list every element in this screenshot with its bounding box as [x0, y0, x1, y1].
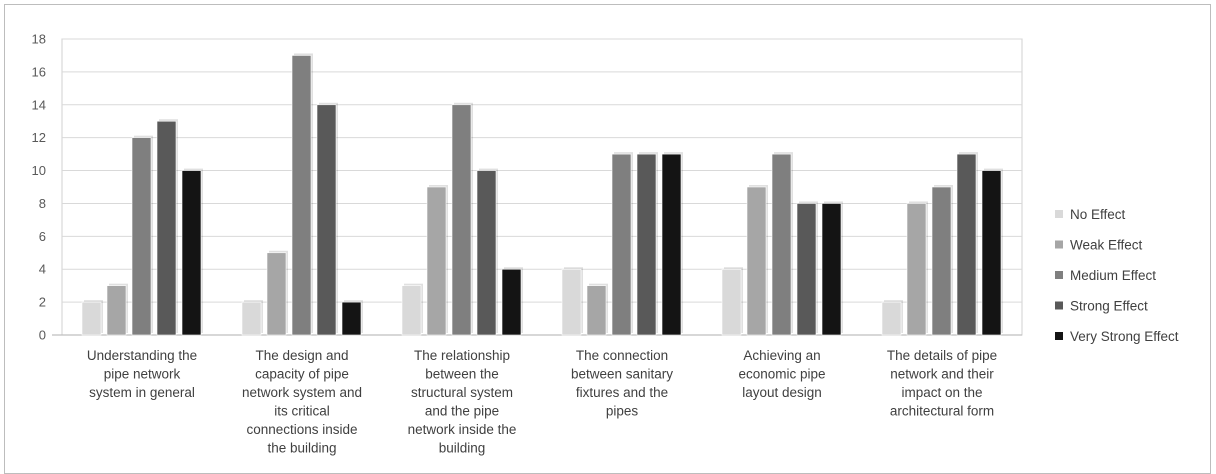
x-tick-label: The details of pipe network and their impa…: [887, 348, 997, 419]
bar: [611, 153, 632, 336]
legend-label: Very Strong Effect: [1070, 329, 1179, 344]
bar: [341, 301, 362, 336]
y-tick-label: 16: [32, 64, 46, 79]
x-tick-label: The relationship between the structural sy…: [408, 348, 517, 456]
bar: [981, 170, 1002, 336]
bar: [316, 104, 337, 336]
bar: [241, 301, 262, 336]
y-tick-label: 8: [39, 196, 46, 211]
bar: [291, 55, 312, 336]
y-tick-label: 10: [32, 163, 46, 178]
plot-area: [61, 38, 1023, 336]
bar: [821, 203, 842, 336]
bar: [81, 301, 102, 336]
bar: [131, 137, 152, 336]
bar: [106, 285, 127, 336]
legend-label: Medium Effect: [1070, 268, 1156, 283]
bar: [156, 120, 177, 336]
bar: [881, 301, 902, 336]
x-tick-label: The connection between sanitary fixtures a…: [571, 348, 673, 419]
legend-swatch: [1055, 210, 1063, 218]
legend-swatch: [1055, 332, 1063, 340]
bar: [401, 285, 422, 336]
bar: [561, 268, 582, 336]
x-tick-label: The design and capacity of pipe network sy…: [242, 348, 362, 456]
x-tick-label: Understanding the pipe network system in g…: [87, 348, 197, 400]
bar: [501, 268, 522, 336]
y-tick-label: 14: [32, 97, 46, 112]
bar: [181, 170, 202, 336]
bar: [266, 252, 287, 336]
legend-swatch: [1055, 301, 1063, 310]
y-tick-label: 12: [32, 130, 46, 145]
bar: [746, 186, 767, 336]
x-tick-label: Achieving an economic pipe layout design: [738, 348, 825, 400]
y-tick-label: 6: [39, 229, 46, 244]
y-tick-label: 0: [39, 328, 46, 343]
bar: [451, 104, 472, 336]
bar: [796, 203, 817, 336]
legend-swatch: [1055, 271, 1063, 279]
y-tick-label: 4: [39, 262, 46, 277]
legend-swatch: [1055, 240, 1063, 249]
legend-label: No Effect: [1070, 207, 1126, 222]
legend-label: Weak Effect: [1070, 238, 1143, 253]
bar: [661, 153, 682, 336]
bar: [636, 153, 657, 336]
y-tick-label: 2: [39, 295, 46, 310]
bar: [956, 153, 977, 336]
legend-label: Strong Effect: [1070, 299, 1148, 314]
bar: [476, 170, 497, 336]
bar-chart: 0 2 4 6 8 10 12 14 16 18 Understanding the pipe net…: [32, 32, 1179, 456]
bar: [771, 153, 792, 336]
bar: [721, 268, 742, 336]
bar: [586, 285, 607, 336]
bar: [906, 203, 927, 336]
bar: [931, 186, 952, 336]
bar: [426, 186, 447, 336]
y-tick-label: 18: [32, 32, 46, 47]
